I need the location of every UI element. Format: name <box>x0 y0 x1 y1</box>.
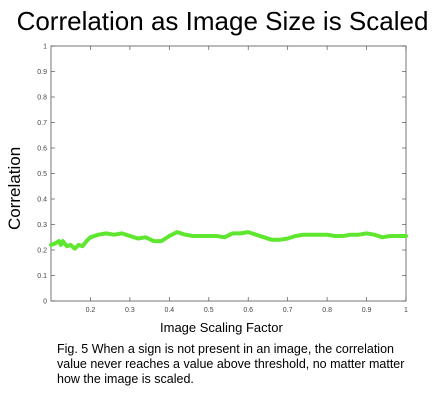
x-tick-label: 1 <box>404 307 408 314</box>
y-tick-label: 0.6 <box>37 146 47 153</box>
x-tick-label: 0.5 <box>204 307 214 314</box>
y-tick-label: 0.2 <box>37 248 47 255</box>
series-line-0 <box>49 230 408 251</box>
y-tick-label: 0.9 <box>37 69 47 76</box>
y-tick-label: 0.8 <box>37 95 47 102</box>
x-tick-label: 0.3 <box>125 307 135 314</box>
chart-title: Correlation as Image Size is Scaled <box>16 6 429 36</box>
x-tick-label: 0.7 <box>283 307 293 314</box>
y-tick-label: 0.7 <box>37 120 47 127</box>
figure-caption: Fig. 5 When a sign is not present in an … <box>57 342 405 386</box>
x-tick-label: 0.2 <box>86 307 96 314</box>
y-tick-label: 0.5 <box>37 171 47 178</box>
y-tick-label: 0.3 <box>37 222 47 229</box>
x-axis-label: Image Scaling Factor <box>160 320 283 335</box>
x-tick-label: 0.4 <box>164 307 174 314</box>
y-tick-label: 0.4 <box>37 197 47 204</box>
y-tick-label: 1 <box>43 44 47 51</box>
x-tick-label: 0.9 <box>362 307 372 314</box>
y-tick-label: 0 <box>43 299 47 306</box>
y-tick-label: 0.1 <box>37 273 47 280</box>
x-tick-label: 0.8 <box>322 307 332 314</box>
plot-frame <box>50 45 407 302</box>
x-tick-label: 0.6 <box>243 307 253 314</box>
